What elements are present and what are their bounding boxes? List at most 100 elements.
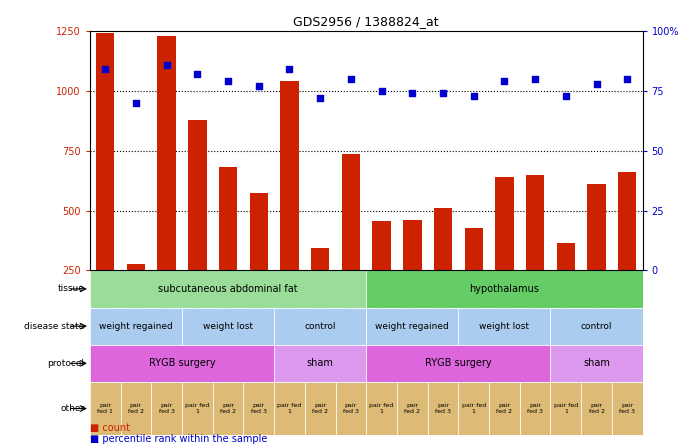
FancyBboxPatch shape [458,308,551,345]
Text: hypothalamus: hypothalamus [469,284,540,294]
Text: pair
fed 1: pair fed 1 [97,403,113,414]
Text: subcutaneous abdominal fat: subcutaneous abdominal fat [158,284,298,294]
Point [161,61,172,68]
Text: ■ percentile rank within the sample: ■ percentile rank within the sample [90,434,267,444]
Text: pair
fed 2: pair fed 2 [312,403,328,414]
Point [346,75,357,83]
Point [407,90,418,97]
Point [376,87,387,95]
FancyBboxPatch shape [612,382,643,435]
Bar [96,33,115,330]
FancyBboxPatch shape [274,308,366,345]
Bar [434,208,452,330]
FancyBboxPatch shape [182,382,213,435]
Point [499,78,510,85]
Point [529,75,540,83]
FancyBboxPatch shape [366,382,397,435]
FancyBboxPatch shape [366,308,458,345]
Text: weight lost: weight lost [480,321,529,331]
Text: pair
fed 2: pair fed 2 [128,403,144,414]
Text: pair fed
1: pair fed 1 [185,403,209,414]
Text: sham: sham [583,358,610,369]
FancyBboxPatch shape [458,382,489,435]
FancyBboxPatch shape [120,382,151,435]
FancyBboxPatch shape [551,382,581,435]
Text: other: other [60,404,84,413]
Point [560,92,571,99]
Bar [158,36,176,330]
FancyBboxPatch shape [305,382,336,435]
Bar [464,229,483,330]
Text: control: control [305,321,336,331]
Text: pair
fed 2: pair fed 2 [496,403,513,414]
Text: RYGB surgery: RYGB surgery [149,358,216,369]
Text: pair
fed 3: pair fed 3 [343,403,359,414]
FancyBboxPatch shape [182,308,274,345]
Text: pair
fed 3: pair fed 3 [159,403,175,414]
Text: pair
fed 3: pair fed 3 [619,403,635,414]
FancyBboxPatch shape [366,345,551,382]
Point [284,66,295,73]
Text: pair
fed 2: pair fed 2 [404,403,420,414]
FancyBboxPatch shape [151,382,182,435]
FancyBboxPatch shape [213,382,243,435]
Text: RYGB surgery: RYGB surgery [425,358,492,369]
FancyBboxPatch shape [428,382,458,435]
Text: tissue: tissue [57,285,84,293]
Point [468,92,480,99]
FancyBboxPatch shape [489,382,520,435]
FancyBboxPatch shape [90,270,366,308]
Text: weight regained: weight regained [375,321,449,331]
Point [314,95,325,102]
Point [192,71,203,78]
Text: disease state: disease state [24,321,84,331]
Text: pair
fed 3: pair fed 3 [527,403,543,414]
Bar [526,174,545,330]
Text: control: control [581,321,612,331]
Point [253,83,264,90]
Title: GDS2956 / 1388824_at: GDS2956 / 1388824_at [294,16,439,28]
Text: pair
fed 2: pair fed 2 [589,403,605,414]
Bar [618,172,636,330]
FancyBboxPatch shape [520,382,551,435]
Point [223,78,234,85]
Bar [557,243,575,330]
Point [100,66,111,73]
Text: pair fed
1: pair fed 1 [553,403,578,414]
FancyBboxPatch shape [90,345,274,382]
Text: pair fed
1: pair fed 1 [370,403,394,414]
FancyBboxPatch shape [551,345,643,382]
Bar [219,167,237,330]
Bar [372,221,391,330]
Bar [249,193,268,330]
Point [437,90,448,97]
FancyBboxPatch shape [336,382,366,435]
Text: pair
fed 3: pair fed 3 [435,403,451,414]
FancyBboxPatch shape [274,345,366,382]
FancyBboxPatch shape [274,382,305,435]
Bar [341,154,360,330]
FancyBboxPatch shape [90,308,182,345]
Text: protocol: protocol [47,359,84,368]
Text: weight regained: weight regained [99,321,173,331]
FancyBboxPatch shape [397,382,428,435]
Bar [126,264,145,330]
FancyBboxPatch shape [366,270,643,308]
Bar [403,220,422,330]
FancyBboxPatch shape [90,382,120,435]
Bar [587,184,606,330]
FancyBboxPatch shape [243,382,274,435]
Text: pair
fed 2: pair fed 2 [220,403,236,414]
Point [622,75,633,83]
Text: sham: sham [307,358,334,369]
Bar [311,248,330,330]
Text: pair fed
1: pair fed 1 [277,403,301,414]
Text: pair fed
1: pair fed 1 [462,403,486,414]
Text: pair
fed 3: pair fed 3 [251,403,267,414]
Point [131,99,142,107]
Bar [188,119,207,330]
Text: ■ count: ■ count [90,423,130,433]
Text: weight lost: weight lost [203,321,253,331]
Point [591,80,602,87]
Bar [495,177,513,330]
